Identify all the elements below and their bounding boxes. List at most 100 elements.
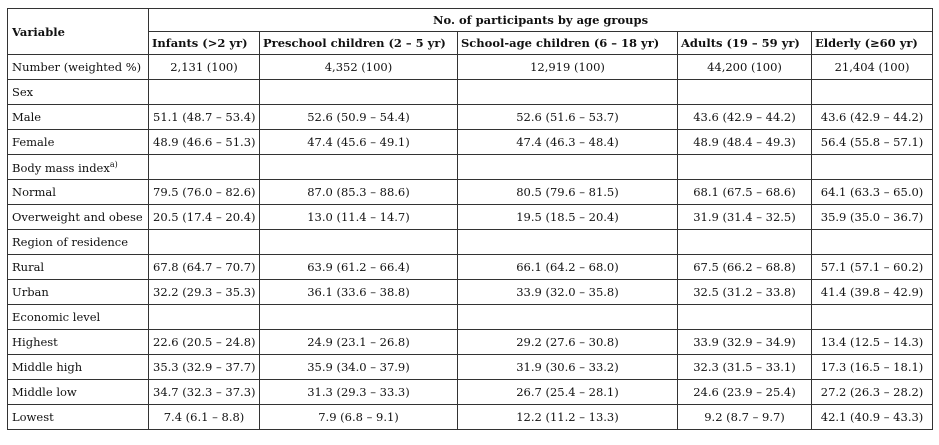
- table-cell: 13.0 (11.4 – 14.7): [259, 204, 458, 230]
- table-cell: 12,919 (100): [457, 54, 678, 80]
- table-row: Sex: [7, 79, 934, 105]
- table-cell: 36.1 (33.6 – 38.8): [259, 279, 458, 305]
- table-cell: 35.9 (35.0 – 36.7): [810, 204, 934, 230]
- table-cell: 31.9 (30.6 – 33.2): [457, 354, 678, 380]
- table-cell: 64.1 (63.3 – 65.0): [810, 179, 934, 205]
- row-label-text: Male: [12, 110, 42, 124]
- table-cell: [457, 229, 678, 255]
- table-cell: [457, 304, 678, 330]
- table-cell: 47.4 (45.6 – 49.1): [259, 129, 458, 155]
- table-row: Urban 32.2 (29.3 – 35.3) 36.1 (33.6 – 38.8…: [7, 279, 934, 305]
- variable-header: Variable: [7, 8, 149, 55]
- table-cell: 57.1 (57.1 – 60.2): [810, 254, 934, 280]
- table-cell: 87.0 (85.3 – 88.6): [259, 179, 458, 205]
- table-cell: [677, 304, 812, 330]
- table-cell: 66.1 (64.2 – 68.0): [457, 254, 678, 280]
- table-cell: 12.2 (11.2 – 13.3): [457, 404, 678, 430]
- table-cell: 24.9 (23.1 – 26.8): [259, 329, 458, 355]
- table-cell: 32.3 (31.5 – 33.1): [677, 354, 812, 380]
- row-label-text: Economic level: [12, 310, 101, 324]
- row-label: Rural: [7, 254, 149, 280]
- table-row: Male 51.1 (48.7 – 53.4) 52.6 (50.9 – 54.4)…: [7, 104, 934, 130]
- table-cell: [810, 304, 934, 330]
- row-label: Female: [7, 129, 149, 155]
- table-cell: [148, 229, 260, 255]
- table-cell: 43.6 (42.9 – 44.2): [677, 104, 812, 130]
- table-container: Variable No. of participants by age grou…: [7, 8, 934, 430]
- table-cell: 48.9 (48.4 – 49.3): [677, 129, 812, 155]
- row-label: Normal: [7, 179, 149, 205]
- age-groups-header: No. of participants by age groups: [147, 8, 934, 32]
- table-cell: 68.1 (67.5 – 68.6): [677, 179, 812, 205]
- table-cell: 52.6 (51.6 – 53.7): [457, 104, 678, 130]
- table-row: Region of residence: [7, 229, 934, 255]
- table-cell: 22.6 (20.5 – 24.8): [148, 329, 260, 355]
- table-cell: [148, 154, 260, 180]
- row-label-text: Overweight and obese: [12, 210, 143, 224]
- participants-table: Variable No. of participants by age grou…: [7, 8, 934, 430]
- table-cell: 32.2 (29.3 – 35.3): [148, 279, 260, 305]
- row-label: Sex: [7, 79, 149, 105]
- col-header-preschool: Preschool children (2 – 5 yr): [259, 31, 458, 55]
- table-cell: 33.9 (32.9 – 34.9): [677, 329, 812, 355]
- table-cell: 42.1 (40.9 – 43.3): [810, 404, 934, 430]
- table-cell: 35.9 (34.0 – 37.9): [259, 354, 458, 380]
- table-cell: 34.7 (32.3 – 37.3): [148, 379, 260, 405]
- table-cell: 41.4 (39.8 – 42.9): [810, 279, 934, 305]
- table-cell: 32.5 (31.2 – 33.8): [677, 279, 812, 305]
- table-cell: 48.9 (46.6 – 51.3): [148, 129, 260, 155]
- table-cell: 7.4 (6.1 – 8.8): [148, 404, 260, 430]
- row-label-text: Lowest: [12, 410, 54, 424]
- table-row: Overweight and obese 20.5 (17.4 – 20.4) 13…: [7, 204, 934, 230]
- table-cell: 33.9 (32.0 – 35.8): [457, 279, 678, 305]
- table-row: Number (weighted %) 2,131 (100) 4,352 (100…: [7, 54, 934, 80]
- table-cell: 26.7 (25.4 – 28.1): [457, 379, 678, 405]
- footnote-marker: a): [109, 159, 118, 169]
- table-row: Middle low 34.7 (32.3 – 37.3) 31.3 (29.3 –…: [7, 379, 934, 405]
- table-cell: [259, 79, 458, 105]
- table-cell: 67.8 (64.7 – 70.7): [148, 254, 260, 280]
- row-label: Body mass indexa): [7, 154, 149, 180]
- row-label: Number (weighted %): [7, 54, 149, 80]
- table-cell: 44,200 (100): [677, 54, 812, 80]
- row-label-text: Urban: [12, 285, 49, 299]
- col-header-elderly: Elderly (≥60 yr): [810, 31, 934, 55]
- table-cell: [259, 154, 458, 180]
- row-label: Middle low: [7, 379, 149, 405]
- table-cell: [259, 304, 458, 330]
- row-label-text: Middle low: [12, 385, 77, 399]
- table-cell: 43.6 (42.9 – 44.2): [810, 104, 934, 130]
- table-cell: [148, 79, 260, 105]
- col-header-school-age: School-age children (6 – 18 yr): [457, 31, 678, 55]
- table-cell: [259, 229, 458, 255]
- table-cell: 47.4 (46.3 – 48.4): [457, 129, 678, 155]
- table-cell: 9.2 (8.7 – 9.7): [677, 404, 812, 430]
- row-label: Economic level: [7, 304, 149, 330]
- table-row: Normal 79.5 (76.0 – 82.6) 87.0 (85.3 – 88.…: [7, 179, 934, 205]
- table-cell: [677, 154, 812, 180]
- table-cell: 21,404 (100): [810, 54, 934, 80]
- row-label: Region of residence: [7, 229, 149, 255]
- table-cell: 52.6 (50.9 – 54.4): [259, 104, 458, 130]
- col-header-adults: Adults (19 – 59 yr): [677, 31, 812, 55]
- row-label: Middle high: [7, 354, 149, 380]
- row-label-text: Normal: [12, 185, 56, 199]
- table-cell: [457, 154, 678, 180]
- table-cell: 80.5 (79.6 – 81.5): [457, 179, 678, 205]
- table-cell: 13.4 (12.5 – 14.3): [810, 329, 934, 355]
- table-cell: 79.5 (76.0 – 82.6): [148, 179, 260, 205]
- row-label-text: Rural: [12, 260, 45, 274]
- row-label-text: Sex: [12, 85, 34, 99]
- table-cell: [148, 304, 260, 330]
- table-row: Highest 22.6 (20.5 – 24.8) 24.9 (23.1 – 26…: [7, 329, 934, 355]
- table-body: Number (weighted %) 2,131 (100) 4,352 (100…: [7, 54, 934, 430]
- table-cell: 29.2 (27.6 – 30.8): [457, 329, 678, 355]
- table-cell: 20.5 (17.4 – 20.4): [148, 204, 260, 230]
- table-cell: 63.9 (61.2 – 66.4): [259, 254, 458, 280]
- row-label-text: Female: [12, 135, 55, 149]
- table-cell: 31.3 (29.3 – 33.3): [259, 379, 458, 405]
- table-cell: 27.2 (26.3 – 28.2): [810, 379, 934, 405]
- table-cell: [810, 229, 934, 255]
- table-cell: 4,352 (100): [259, 54, 458, 80]
- table-cell: 19.5 (18.5 – 20.4): [457, 204, 678, 230]
